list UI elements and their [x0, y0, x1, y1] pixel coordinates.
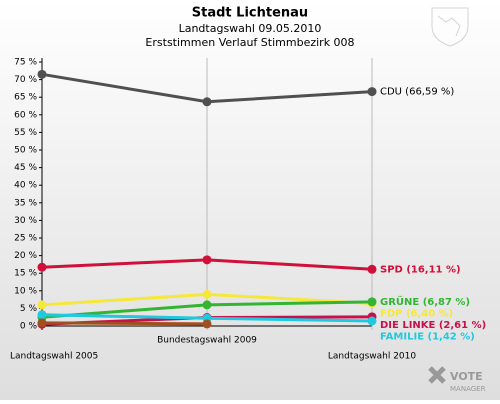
end-label: CDU (66,59 %) — [380, 87, 454, 98]
end-label: DIE LINKE (2,61 %) — [380, 320, 486, 331]
y-tick-label: 0 % — [20, 322, 38, 332]
coat-of-arms — [431, 7, 469, 47]
logo: VOTE MANAGER — [428, 366, 486, 393]
data-point — [37, 262, 47, 272]
logo-mark — [428, 366, 446, 384]
y-tick-label: 50 % — [14, 146, 37, 156]
y-tick-label: 60 % — [14, 110, 37, 120]
data-point — [37, 318, 47, 328]
data-point — [202, 289, 212, 299]
series-line — [41, 321, 208, 326]
data-point — [202, 255, 212, 265]
end-label: GRÜNE (6,87 %) — [380, 294, 470, 308]
data-point — [202, 300, 212, 310]
y-tick-label: 75 % — [14, 58, 37, 68]
x-tick-label: Landtagswahl 2010 — [328, 352, 417, 362]
y-tick-label: 35 % — [14, 198, 37, 208]
logo-text: VOTE — [450, 370, 483, 383]
y-tick-label: 20 % — [14, 251, 37, 261]
y-tick-label: 45 % — [14, 163, 37, 173]
data-point — [202, 319, 212, 329]
y-tick-label: 70 % — [14, 75, 37, 85]
data-point — [367, 87, 377, 97]
data-point — [202, 97, 212, 107]
y-tick-label: 65 % — [14, 93, 37, 103]
y-tick-label: 5 % — [20, 304, 38, 314]
y-tick-label: 15 % — [14, 269, 37, 279]
y-tick-label: 40 % — [14, 181, 37, 191]
data-point — [37, 69, 47, 79]
y-tick-label: 10 % — [14, 286, 37, 296]
data-point — [367, 264, 377, 274]
end-label: FDP (6,40 %) — [380, 308, 453, 319]
y-tick-label: 25 % — [14, 234, 37, 244]
data-point — [37, 310, 47, 320]
end-label: FAMILIE (1,42 %) — [380, 331, 475, 342]
y-tick-label: 30 % — [14, 216, 37, 226]
chart-title: Stadt Lichtenau — [192, 6, 308, 21]
data-point — [37, 300, 47, 310]
x-tick-label: Landtagswahl 2005 — [10, 352, 98, 362]
x-tick-label: Bundestagswahl 2009 — [157, 336, 257, 346]
y-tick-label: 55 % — [14, 128, 37, 138]
logo-text: MANAGER — [450, 385, 486, 393]
data-point — [367, 297, 377, 307]
chart-subtitle: Erststimmen Verlauf Stimmbezirk 008 — [145, 36, 354, 49]
end-label: SPD (16,11 %) — [380, 264, 461, 275]
chart-subtitle: Landtagswahl 09.05.2010 — [179, 22, 322, 35]
data-point — [367, 316, 377, 326]
